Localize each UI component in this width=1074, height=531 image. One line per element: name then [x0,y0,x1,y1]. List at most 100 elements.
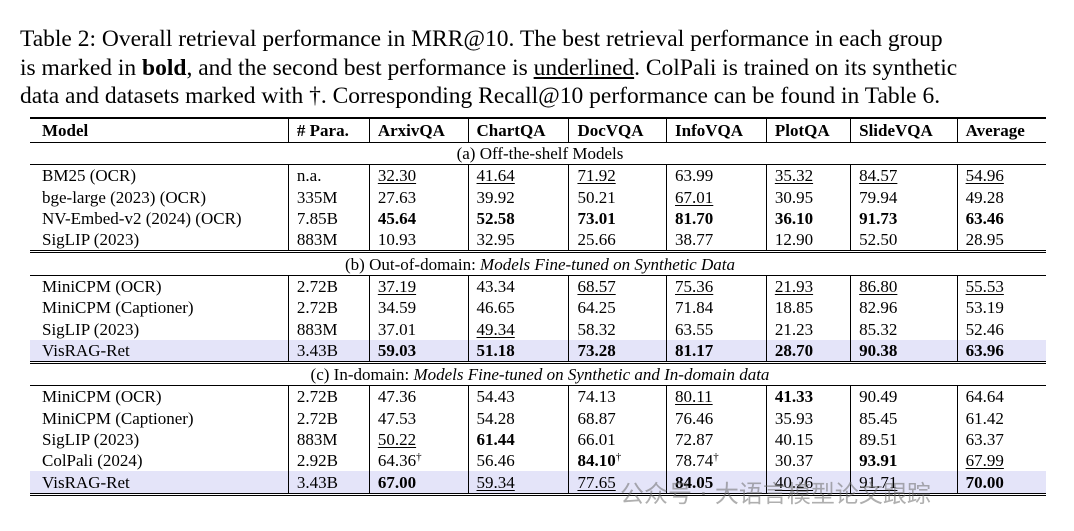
cell-text: 10.93 [377,230,417,250]
cell: 74.13 [568,385,667,408]
cell: 35.93 [765,407,851,429]
cell-text: 63.99 [675,166,714,186]
caption-line: is marked in bold, and the second best p… [20,54,1060,83]
cell: 40.26 [765,471,851,496]
column-header: InfoVQA [666,118,767,143]
cell: 41.33 [765,385,851,408]
cell: 63.96 [956,339,1046,363]
cell: 54.43 [467,385,569,408]
column-header: DocVQA [568,118,667,143]
cell-text: 80.11 [675,387,713,407]
group-title: (c) In-domain: Models Fine-tuned on Synt… [30,360,1046,387]
cell: 63.46 [956,207,1046,230]
cell-text: 93.91 [859,451,898,471]
cell: 67.99 [956,450,1046,472]
cell: 90.49 [850,385,958,408]
column-header: PlotQA [765,118,851,143]
cell-text: 91.71 [859,472,898,492]
cell-text: 25.66 [577,230,616,250]
cell: 40.15 [765,428,851,451]
footnote-mark: † [615,451,622,464]
cell-text: 61.44 [476,430,515,449]
column-header: # Para. [287,118,370,143]
cell: 71.84 [666,297,767,319]
cell: 2.72B [287,385,370,408]
cell: 50.21 [568,186,667,208]
cell-text: 70.00 [965,472,1004,492]
group-title: (a) Off-the-shelf Models [30,141,1046,166]
cell: 70.00 [956,471,1046,496]
cell-text: 38.77 [675,230,714,250]
cell-text: 49.34 [476,319,515,339]
cell-text: 41.64 [476,166,515,186]
cell-text: 40.15 [774,430,814,449]
cell: 73.28 [568,339,667,363]
cell-text: 47.36 [377,387,417,407]
cell-text: 90.38 [859,340,898,360]
cell-text: 67.00 [377,472,417,492]
cell-text: 66.01 [577,430,616,449]
data-row: NV-Embed-v2 (2024) (OCR) 7.85B 45.64 52.58 7… [30,207,1046,230]
data-row: SigLIP (2023) 883M 10.93 32.95 25.66 38.77 12.… [30,229,1046,252]
cell-text: 883M [296,230,338,250]
cell-text: 85.32 [859,319,898,339]
cell-text: bge-large (2023) (OCR) [42,187,206,207]
cell: 7.85B [287,207,370,230]
cell-text: 27.63 [377,187,417,207]
cell: 82.96 [850,297,958,319]
cell-text: 73.01 [577,209,616,229]
watermark: 公众号 · 大语言模型论文跟踪 [620,480,931,508]
model-name: MiniCPM (OCR) [30,275,288,297]
cell: 25.66 [568,229,667,252]
cell: 64.36† [368,450,469,472]
cell: 49.28 [956,186,1046,208]
cell-text: 35.32 [774,166,814,186]
cell-text: 28.95 [965,230,1004,250]
cell-text: 2.92B [296,451,338,471]
cell: 37.01 [368,318,469,340]
cell: 43.34 [467,275,569,298]
model-name: VisRAG-Ret [30,471,289,496]
caption-text: bold [142,54,187,81]
cell: 76.46 [666,407,767,429]
cell-text: 47.53 [377,408,417,428]
cell-text: 43.34 [476,276,515,296]
cell-text: 68.87 [577,408,616,428]
cell-text: 52.46 [965,319,1004,339]
cell: 3.43B [287,339,370,363]
cell: 32.95 [467,229,569,252]
data-row: SigLIP (2023) 883M 50.22 61.44 66.01 72.87 40.… [30,428,1046,451]
caption-text: data and datasets marked with †. Corresp… [20,83,941,109]
caption-text: underlined [533,54,635,81]
cell: 81.70 [666,207,767,230]
cell-text: 84.05 [675,472,714,492]
cell-text: 77.65 [577,472,616,492]
cell-text: 2.72B [296,387,338,407]
cell: 66.01 [568,428,667,451]
cell-text: 64.25 [577,298,616,318]
cell-text: MiniCPM (Captioner) [42,408,194,428]
cell: 2.72B [287,275,370,298]
cell-text: 335M [296,187,338,207]
cell-text: 50.21 [577,187,616,207]
data-row: VisRAG-Ret 3.43B 59.03 51.18 73.28 81.17 28.70… [30,339,1046,363]
cell-text: 2.72B [296,298,338,318]
data-row: bge-large (2023) (OCR) 335M 27.63 39.92 50.2… [30,186,1046,208]
cell-text: 21.23 [774,319,814,339]
cell-text: 53.19 [965,298,1004,318]
cell-text: 84.10 [577,451,616,471]
cell-text: 86.80 [859,276,898,296]
group-title-text: Models Fine-tuned on Synthetic and In-do… [413,365,770,385]
cell: 91.71 [850,471,958,496]
cell: 30.37 [765,450,851,472]
group-row: (c) In-domain: Models Fine-tuned on Synt… [30,360,1046,387]
cell-text: 21.93 [774,276,814,296]
cell: 86.80 [850,275,958,298]
cell-text: n.a. [296,166,322,186]
caption-text: , and the second best performance is [186,54,534,81]
data-row: VisRAG-Ret 3.43B 67.00 59.34 77.65 84.05 40.26… [30,471,1046,496]
cell: 35.32 [765,164,851,187]
cell: 883M [287,428,370,451]
cell-text: 63.55 [675,319,714,339]
cell: 68.87 [568,407,667,429]
